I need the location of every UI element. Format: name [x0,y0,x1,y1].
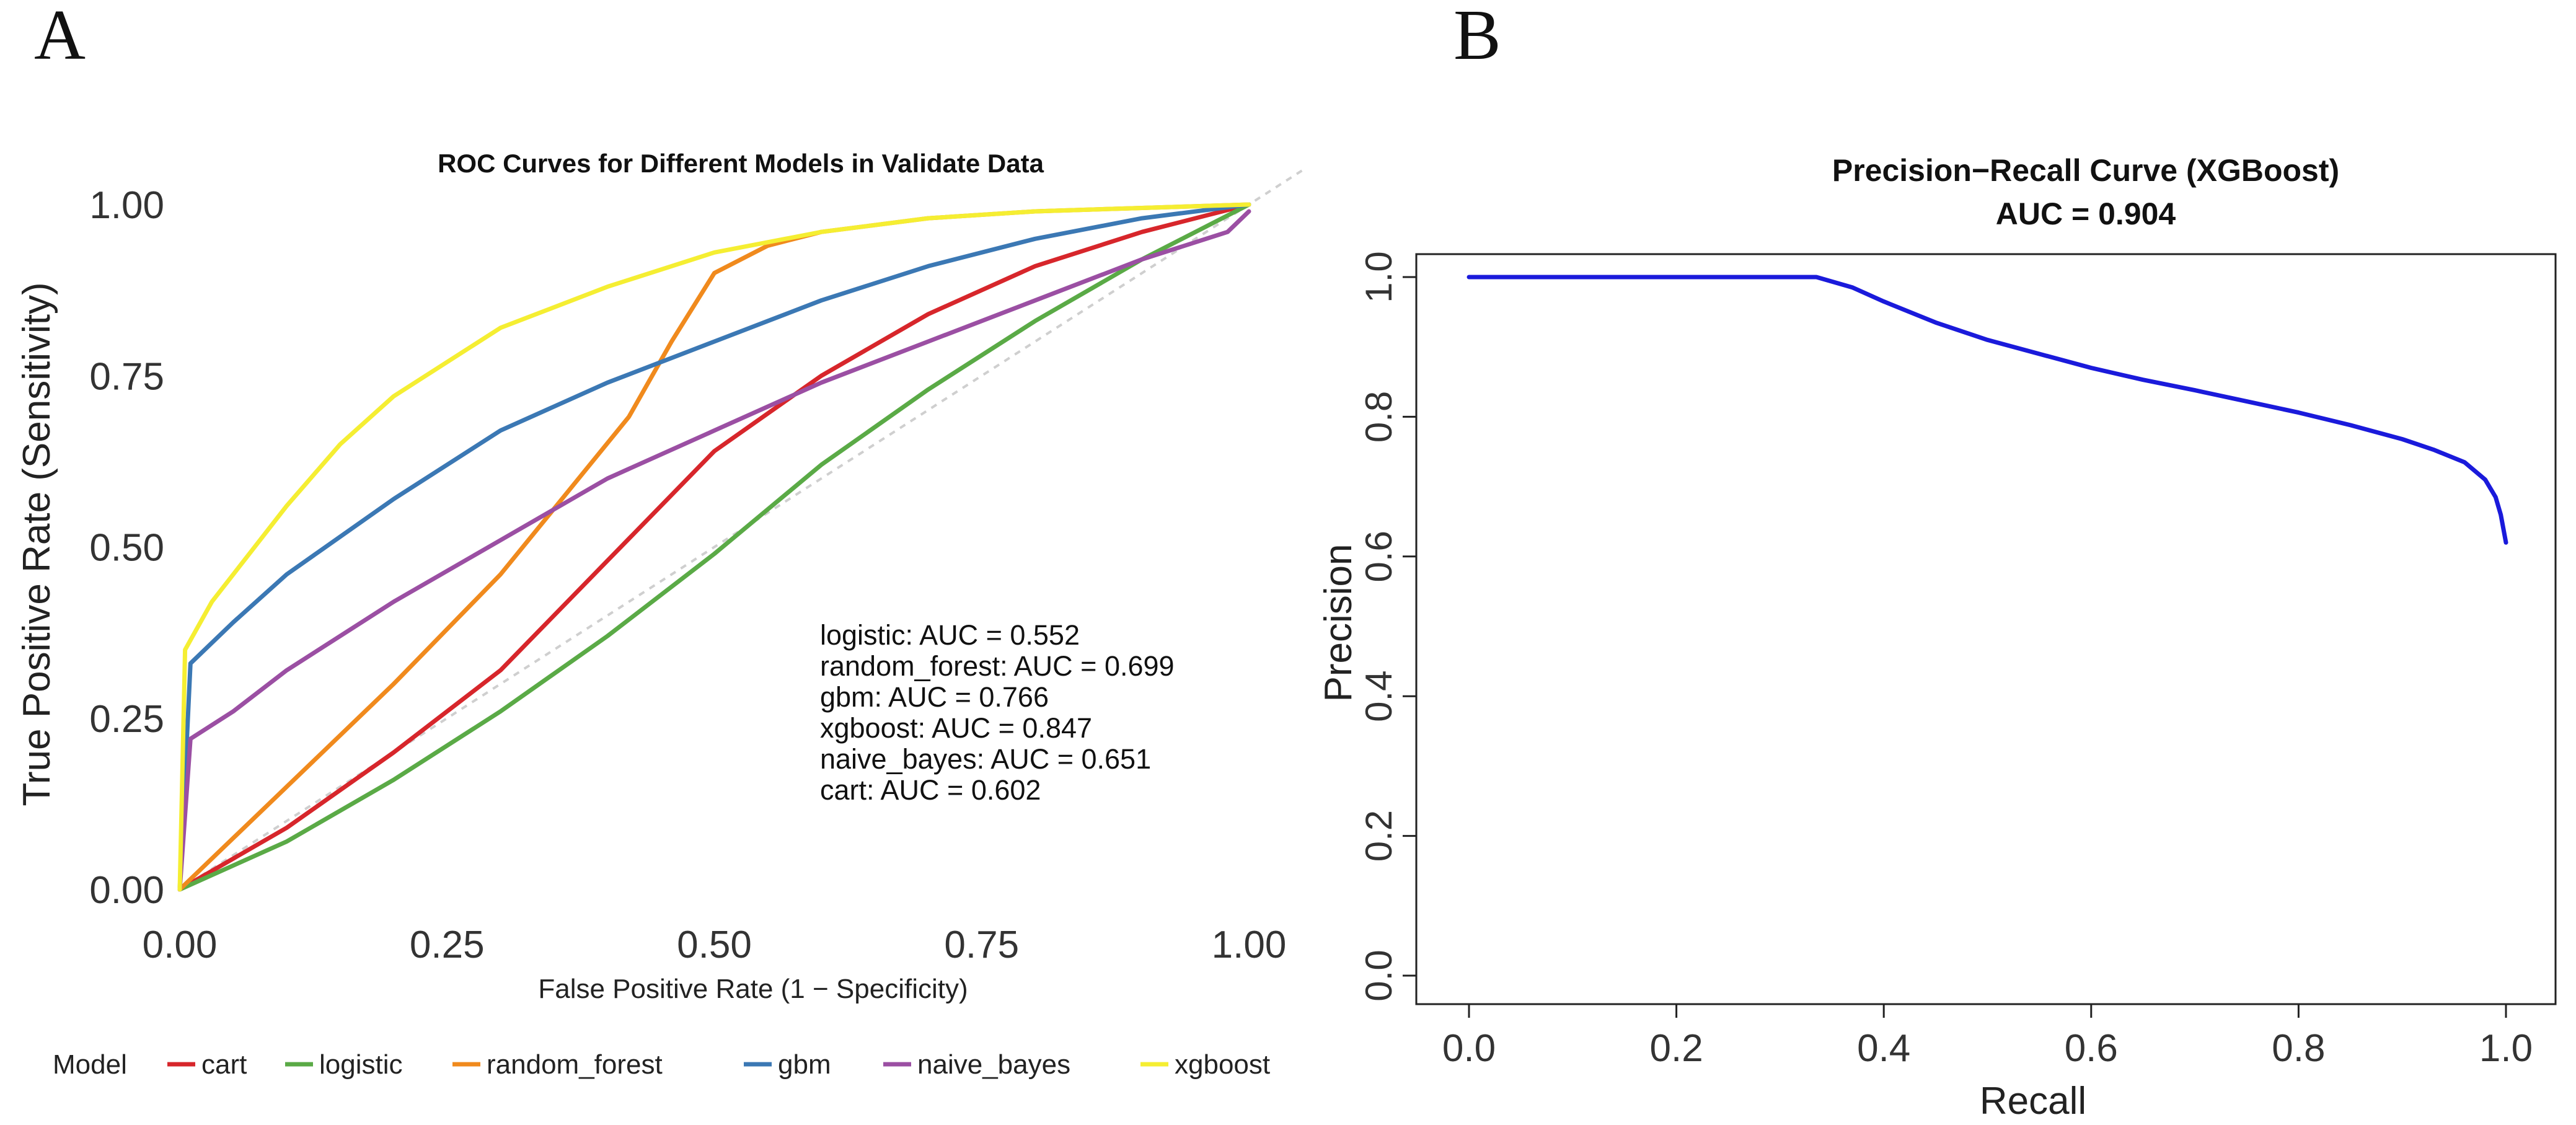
roc-chart: ROC Curves for Different Models in Valid… [15,149,1303,1080]
pr-plot-box [1415,253,2557,1005]
roc-y-ticks: 0.00 0.25 0.50 0.75 1.00 [89,184,164,912]
roc-auc-annotation-line: cart: AUC = 0.602 [820,774,1041,806]
roc-series-group [177,202,1251,892]
panel-b-label: B [1453,0,1501,74]
roc-auc-annotation-line: logistic: AUC = 0.552 [820,619,1080,651]
roc-x-tick-label: 1.00 [1212,924,1287,966]
roc-series-cart [177,202,1251,892]
roc-y-tick-label: 0.75 [89,355,164,398]
pr-chart: Precision−Recall Curve (XGBoost) AUC = 0… [1317,153,2557,1123]
roc-auc-annotation-line: naive_bayes: AUC = 0.651 [820,743,1151,775]
pr-series-xgboost [1467,275,2508,545]
pr-x-tick-label: 0.8 [2272,1027,2325,1070]
roc-x-tick-label: 0.00 [143,924,218,966]
roc-legend-label-logistic: logistic [319,1049,403,1080]
pr-y-tick-label: 0.4 [1358,670,1400,721]
roc-x-tick-label: 0.25 [410,924,485,966]
roc-series-naive-bayes [177,209,1251,892]
pr-x-axis-label: Recall [1980,1080,2086,1123]
roc-y-tick-label: 0.25 [89,698,164,741]
roc-legend: Model cart logistic random_forest gbm naive_… [53,1049,1270,1080]
pr-x-tick-label: 0.6 [2065,1027,2118,1070]
roc-auc-annotation-line: random_forest: AUC = 0.699 [820,650,1175,682]
roc-legend-label-gbm: gbm [778,1049,831,1080]
roc-x-tick-label: 0.75 [944,924,1019,966]
roc-legend-label-xgboost: xgboost [1175,1049,1270,1080]
pr-title: Precision−Recall Curve (XGBoost) [1832,153,2339,188]
pr-x-tick-label: 0.2 [1649,1027,1703,1070]
roc-series-xgboost [177,202,1251,892]
roc-x-ticks: 0.00 0.25 0.50 0.75 1.00 [143,924,1287,966]
pr-y-tick-label: 1.0 [1358,251,1400,302]
roc-x-axis-label: False Positive Rate (1 − Specificity) [538,974,968,1004]
pr-y-tick-label: 0.6 [1358,531,1400,582]
roc-legend-title: Model [53,1049,127,1080]
roc-series-logistic [177,202,1251,892]
roc-y-tick-label: 1.00 [89,184,164,227]
pr-y-tick-label: 0.0 [1358,950,1400,1001]
roc-series-gbm [177,202,1251,892]
roc-auc-annotation-line: xgboost: AUC = 0.847 [820,712,1092,744]
pr-y-tick-label: 0.2 [1358,810,1400,862]
pr-series-group [1467,275,2508,545]
pr-subtitle: AUC = 0.904 [1996,196,2176,231]
roc-legend-label-naive-bayes: naive_bayes [917,1049,1070,1080]
roc-legend-label-random-forest: random_forest [487,1049,663,1080]
pr-x-tick-label: 0.0 [1442,1027,1496,1070]
roc-legend-label-cart: cart [201,1049,247,1080]
pr-y-axis-label: Precision [1317,544,1360,702]
roc-y-axis-label: True Positive Rate (Sensitivity) [15,282,58,806]
roc-x-tick-label: 0.50 [677,924,752,966]
roc-y-tick-label: 0.50 [89,527,164,570]
roc-y-tick-label: 0.00 [89,869,164,912]
pr-y-ticks: 0.0 0.2 0.4 0.6 0.8 1.0 [1358,251,1416,1002]
pr-x-tick-label: 1.0 [2479,1027,2533,1070]
panel-a-label: A [34,0,86,74]
pr-y-tick-label: 0.8 [1358,391,1400,443]
roc-auc-annotation-line: gbm: AUC = 0.766 [820,681,1049,713]
pr-x-ticks: 0.0 0.2 0.4 0.6 0.8 1.0 [1442,1004,2533,1070]
pr-x-tick-label: 0.4 [1857,1027,1910,1070]
roc-title: ROC Curves for Different Models in Valid… [438,149,1044,178]
